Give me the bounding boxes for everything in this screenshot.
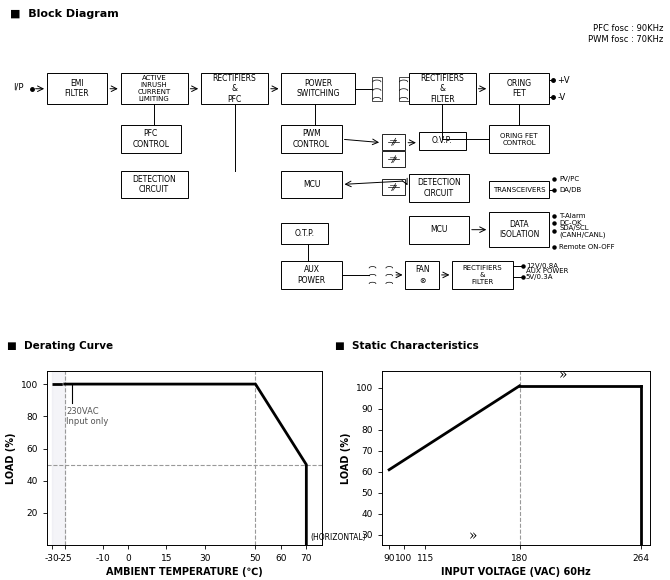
Text: MCU: MCU [430,225,448,234]
Text: FAN
⊗: FAN ⊗ [415,265,429,285]
Text: »: » [559,368,567,382]
Text: Remote ON-OFF: Remote ON-OFF [559,244,615,250]
Bar [201,73,268,104]
Text: TRANSCEIVERS: TRANSCEIVERS [493,187,545,193]
X-axis label: INPUT VOLTAGE (VAC) 60Hz: INPUT VOLTAGE (VAC) 60Hz [441,567,591,578]
Bar [281,73,355,104]
Bar [121,125,181,153]
Text: 230VAC
Input only: 230VAC Input only [66,407,109,426]
Bar [489,181,549,198]
Bar [419,132,466,150]
Text: DETECTION
CIRCUIT: DETECTION CIRCUIT [417,178,461,198]
Text: PWM
CONTROL: PWM CONTROL [293,129,330,149]
Bar [409,73,476,104]
Bar [121,171,188,198]
Text: RECTIFIERS
&
PFC: RECTIFIERS & PFC [212,74,257,104]
Text: ACTIVE
INRUSH
CURRENT
LIMITING: ACTIVE INRUSH CURRENT LIMITING [137,75,171,102]
Text: PFC fosc : 90KHz
PWM fosc : 70KHz: PFC fosc : 90KHz PWM fosc : 70KHz [588,24,663,44]
Bar [372,77,382,101]
Bar [405,261,439,289]
Text: -V: -V [557,93,565,102]
Text: EMI
FILTER: EMI FILTER [65,79,89,99]
Text: DA/DB: DA/DB [559,187,582,193]
Text: 5V/0.3A: 5V/0.3A [526,274,553,280]
Bar [121,73,188,104]
Bar [409,216,469,244]
Text: SDA/SCL
(CANH/CANL): SDA/SCL (CANH/CANL) [559,224,606,238]
Bar [452,261,513,289]
Bar [489,73,549,104]
Bar [409,174,469,202]
Bar [382,151,405,167]
X-axis label: AMBIENT TEMPERATURE (℃): AMBIENT TEMPERATURE (℃) [106,567,263,578]
Text: PV/PC: PV/PC [559,176,580,182]
Bar [399,77,409,101]
Text: 12V/0.8A: 12V/0.8A [526,263,558,269]
Text: PFC
CONTROL: PFC CONTROL [132,129,170,149]
Text: ORING FET
CONTROL: ORING FET CONTROL [500,133,538,146]
Text: (HORIZONTAL): (HORIZONTAL) [310,533,366,542]
Text: AUX
POWER: AUX POWER [297,265,326,285]
Bar [52,371,65,545]
Text: T-Alarm: T-Alarm [559,213,586,219]
Text: ■  Block Diagram: ■ Block Diagram [10,9,119,19]
Y-axis label: LOAD (%): LOAD (%) [7,433,17,484]
Text: DATA
ISOLATION: DATA ISOLATION [499,220,539,240]
Text: »: » [469,529,478,543]
Y-axis label: LOAD (%): LOAD (%) [342,433,352,484]
Text: ORING
FET: ORING FET [507,79,532,99]
Text: DETECTION
CIRCUIT: DETECTION CIRCUIT [132,175,176,194]
Bar [382,179,405,195]
Text: DC-OK: DC-OK [559,220,582,226]
Text: AUX POWER: AUX POWER [526,269,568,274]
Text: O.V.P.: O.V.P. [432,136,452,146]
Bar [281,261,342,289]
Text: RECTIFIERS
&
FILTER: RECTIFIERS & FILTER [462,265,502,285]
Text: POWER
SWITCHING: POWER SWITCHING [297,79,340,99]
Text: ■  Static Characteristics: ■ Static Characteristics [335,341,479,351]
Text: MCU: MCU [303,180,320,189]
Bar [281,125,342,153]
Bar [47,73,107,104]
Bar [281,223,328,244]
Text: RECTIFIERS
&
FILTER: RECTIFIERS & FILTER [420,74,464,104]
Bar [281,171,342,198]
Bar [489,125,549,153]
Bar [489,212,549,247]
Text: O.T.P.: O.T.P. [295,229,315,238]
Text: +V: +V [557,75,570,85]
Text: I/P: I/P [13,82,24,92]
Bar [382,134,405,150]
Text: ■  Derating Curve: ■ Derating Curve [7,341,113,351]
